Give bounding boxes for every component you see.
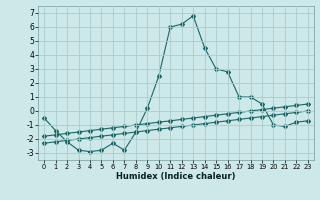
X-axis label: Humidex (Indice chaleur): Humidex (Indice chaleur) (116, 172, 236, 181)
